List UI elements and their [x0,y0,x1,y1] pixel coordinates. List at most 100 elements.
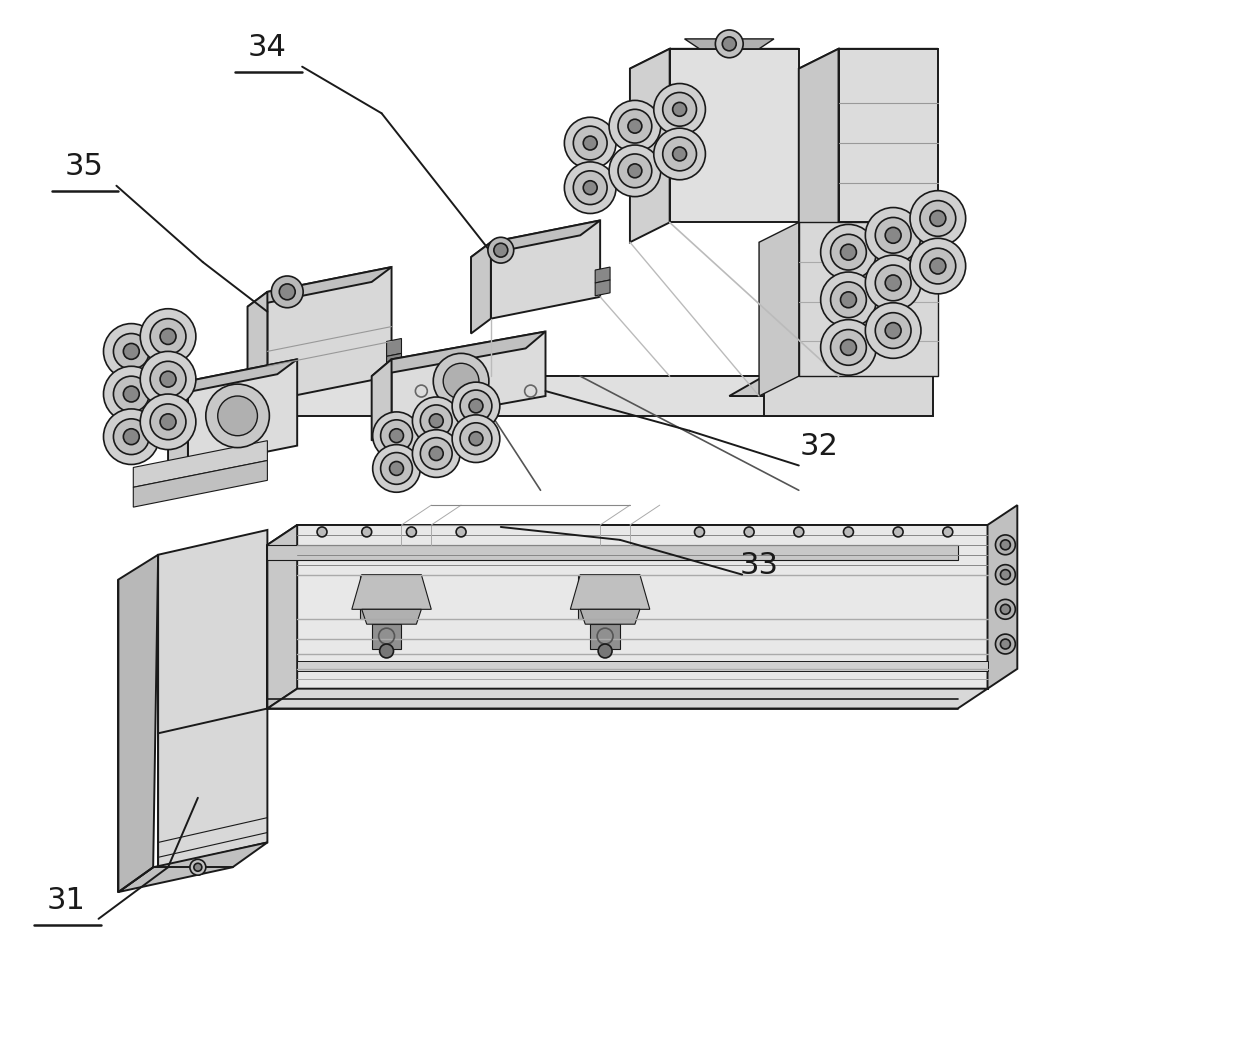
Polygon shape [118,555,159,892]
Circle shape [443,363,479,399]
Circle shape [930,210,946,226]
Circle shape [113,376,149,411]
Circle shape [573,171,608,204]
Polygon shape [248,292,268,416]
Circle shape [875,313,911,349]
Circle shape [821,319,877,375]
Circle shape [672,147,687,161]
Polygon shape [570,575,650,609]
Circle shape [564,162,616,214]
Circle shape [609,146,661,197]
Polygon shape [987,505,1017,689]
Circle shape [103,366,159,422]
Polygon shape [169,359,298,396]
Circle shape [1001,570,1011,580]
Circle shape [453,415,500,463]
Circle shape [875,218,911,253]
Circle shape [494,243,507,258]
Circle shape [831,235,867,270]
Circle shape [831,282,867,317]
Circle shape [272,276,303,308]
Circle shape [1001,639,1011,649]
Polygon shape [799,222,937,376]
Circle shape [942,527,952,537]
Circle shape [460,391,492,422]
Polygon shape [630,49,670,242]
Circle shape [910,191,966,246]
Circle shape [103,409,159,465]
Polygon shape [764,376,932,416]
Circle shape [598,644,613,658]
Polygon shape [298,525,987,689]
Circle shape [456,527,466,537]
Polygon shape [372,624,402,649]
Circle shape [206,384,269,448]
Circle shape [433,354,489,409]
Circle shape [1001,604,1011,615]
Circle shape [140,352,196,407]
Circle shape [996,599,1016,619]
Polygon shape [372,332,546,376]
Polygon shape [362,609,422,624]
Circle shape [160,414,176,429]
Circle shape [389,429,403,443]
Circle shape [487,238,513,263]
Circle shape [373,445,420,492]
Circle shape [140,309,196,364]
Circle shape [821,272,877,328]
Circle shape [653,128,706,180]
Polygon shape [372,359,392,441]
Circle shape [113,334,149,370]
Circle shape [831,330,867,365]
Polygon shape [268,525,987,544]
Polygon shape [759,222,799,396]
Circle shape [653,84,706,135]
Circle shape [893,527,903,537]
Circle shape [843,527,853,537]
Polygon shape [590,624,620,649]
Circle shape [866,255,921,311]
Polygon shape [352,575,432,609]
Circle shape [362,527,372,537]
Circle shape [662,137,697,171]
Circle shape [381,420,413,451]
Text: 34: 34 [248,32,286,62]
Circle shape [381,452,413,485]
Circle shape [618,109,652,143]
Circle shape [930,259,946,274]
Text: 35: 35 [64,152,103,181]
Circle shape [583,181,598,195]
Circle shape [123,429,139,445]
Circle shape [429,447,443,461]
Polygon shape [799,49,838,242]
Polygon shape [268,267,392,401]
Circle shape [413,429,460,477]
Circle shape [662,92,697,127]
Circle shape [609,101,661,152]
Polygon shape [471,221,600,258]
Polygon shape [159,530,268,867]
Circle shape [672,103,687,116]
Polygon shape [360,575,383,619]
Circle shape [885,275,901,291]
Circle shape [150,404,186,440]
Text: 32: 32 [800,431,838,461]
Circle shape [841,292,857,308]
Circle shape [866,303,921,358]
Circle shape [996,564,1016,584]
Circle shape [420,438,453,469]
Polygon shape [118,843,268,892]
Circle shape [113,419,149,454]
Polygon shape [387,354,402,372]
Polygon shape [243,376,838,396]
Polygon shape [684,39,774,49]
Circle shape [996,535,1016,555]
Polygon shape [595,267,610,283]
Circle shape [279,284,295,299]
Circle shape [744,527,754,537]
Circle shape [715,30,743,58]
Polygon shape [630,49,799,69]
Polygon shape [243,376,283,436]
Circle shape [160,329,176,344]
Circle shape [627,119,642,133]
